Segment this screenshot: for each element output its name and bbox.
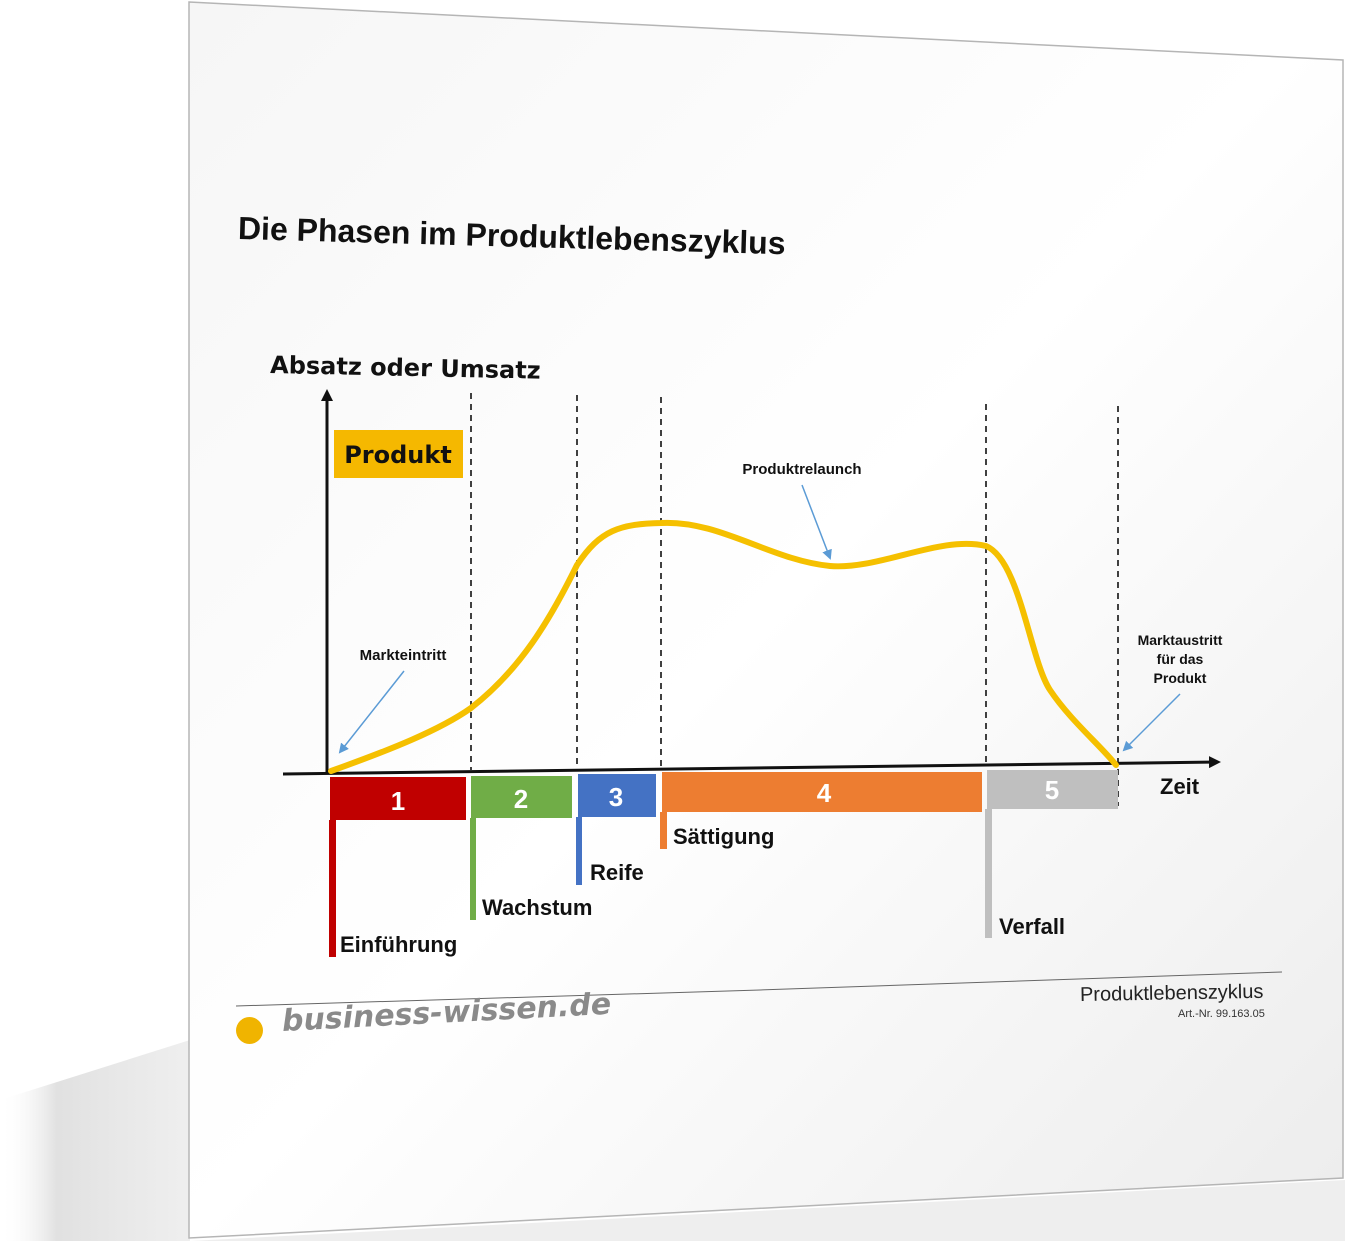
phase-number-3: 3 xyxy=(609,782,623,812)
market-exit-label-3: Produkt xyxy=(1154,670,1207,686)
product-badge xyxy=(334,430,463,478)
brand-dot-icon xyxy=(236,1017,263,1044)
phase-layer: 1 Einführung 2 Wachstum 3 Reife 4 Sättig… xyxy=(329,770,1118,957)
market-entry-label: Markteintritt xyxy=(360,647,447,664)
phase-stem-5 xyxy=(985,809,992,938)
phase-bar-4 xyxy=(662,772,982,812)
footer-article-number: Art.-Nr. 99.163.05 xyxy=(1178,1008,1265,1020)
phase-bar-1 xyxy=(330,777,466,820)
phase-name-5: Verfall xyxy=(999,914,1065,939)
phase-name-2: Wachstum xyxy=(482,895,592,920)
lifecycle-curve xyxy=(328,519,1119,774)
phase-name-4: Sättigung xyxy=(673,824,774,849)
product-badge-label: Produkt xyxy=(344,441,452,469)
phase-bar-5 xyxy=(987,770,1118,809)
phase-name-3: Reife xyxy=(590,860,644,885)
relaunch-arrow xyxy=(801,484,832,560)
phase-number-5: 5 xyxy=(1045,775,1059,805)
market-exit-label-2: für das xyxy=(1157,651,1204,667)
phase-number-2: 2 xyxy=(514,784,528,814)
phase-number-4: 4 xyxy=(817,778,832,808)
phase-stem-2 xyxy=(470,818,476,920)
y-axis-label: Absatz oder Umsatz xyxy=(270,351,541,385)
phase-stem-1 xyxy=(329,820,336,957)
phase-stem-3 xyxy=(576,817,582,885)
market-exit-arrow xyxy=(1122,693,1181,752)
phase-bar-3 xyxy=(578,774,656,817)
footer-rule-right xyxy=(759,971,1283,991)
phase-name-1: Einführung xyxy=(340,932,457,957)
relaunch-label: Produktrelaunch xyxy=(742,461,861,478)
x-axis xyxy=(282,756,1221,776)
market-exit-label-1: Marktaustritt xyxy=(1138,632,1223,648)
phase-boundaries xyxy=(470,393,1119,806)
market-entry-arrow xyxy=(338,670,405,754)
phase-stem-4 xyxy=(660,812,667,849)
footer-rule-left xyxy=(235,989,761,1007)
footer-doc-title: Produktlebenszyklus xyxy=(1079,980,1264,1006)
phase-bar-2 xyxy=(471,776,572,818)
phase-number-1: 1 xyxy=(391,786,405,816)
x-axis-label: Zeit xyxy=(1160,774,1200,799)
